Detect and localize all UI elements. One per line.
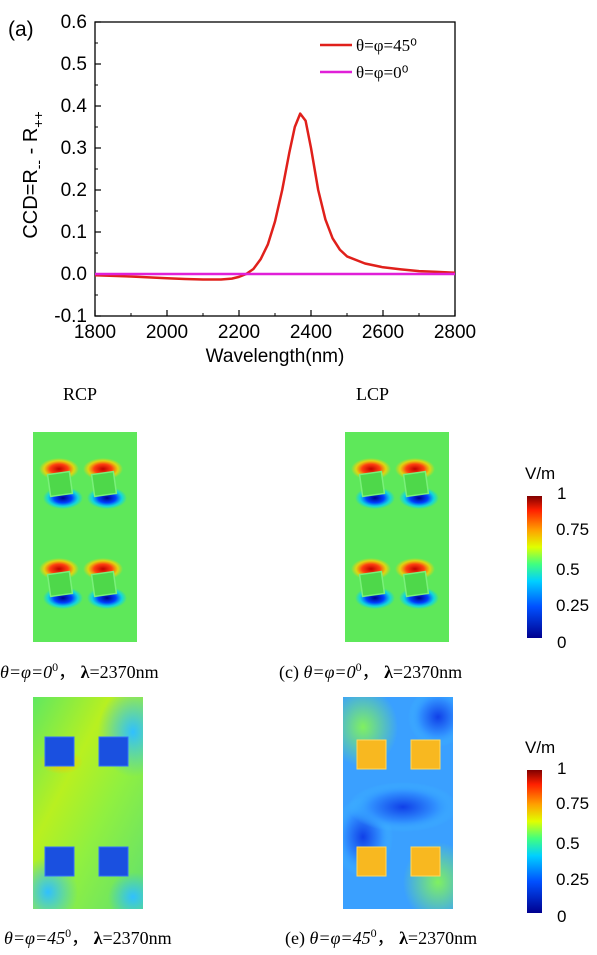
ccd-chart: 1800 2000 2200 2400 2600 2800 -0.1 0.0 0.1 0.2 0.3… [8,12,476,367]
rcp-header: RCP [63,384,98,404]
field-map-rcp-45 [33,697,143,909]
rcp-unit-top [39,458,127,509]
y-tick-label: 0.4 [61,96,88,117]
lcp-header: LCP [356,384,390,404]
field-map-rcp-0 [33,432,137,642]
colorbar-unit-bottom: V/m [525,738,556,757]
x-tick-label: 2200 [218,322,260,343]
lcp-unit-top [351,458,439,509]
y-tick-label: 0.3 [61,138,87,159]
x-axis-label: Wavelength(nm) [206,346,345,367]
colorbar-bottom [527,770,542,913]
field-map-lcp-0 [345,432,449,642]
colorbar-top-tick-0: 1 [557,484,567,503]
series-line-0 [94,112,456,281]
colorbar-bottom-tick-1: 0.75 [556,794,590,813]
legend-label-0: θ=φ=45⁰ [356,36,417,55]
x-tick-label: 1800 [74,322,116,343]
rcp-unit-bottom [39,558,127,609]
y-tick-label: 0.1 [61,222,87,243]
x-tick-label: 2000 [146,322,188,343]
colorbar-top-tick-1: 0.75 [556,520,590,539]
colorbar-bottom-tick-2: 0.5 [556,834,580,853]
legend-label-1: θ=φ=0⁰ [356,63,409,82]
y-tick-label: 0.0 [61,264,87,285]
y-tick-label: 0.2 [61,180,87,201]
y-tick-label: -0.1 [54,306,87,327]
y-tick-label: 0.5 [61,54,87,75]
y-axis-label: CCD=R-- - R++ [20,111,46,238]
colorbar-unit-top: V/m [525,464,556,483]
x-tick-label: 2800 [434,322,476,343]
y-tick-label: 0.6 [61,12,87,33]
lcp-unit-bottom [351,558,439,609]
colorbar-top-tick-2: 0.5 [556,560,580,579]
x-tick-label: 2400 [290,322,332,343]
panel-label-a: (a) [8,18,34,41]
colorbar-bottom-tick-3: 0.25 [556,870,590,889]
colorbar-top-tick-4: 0 [557,633,567,652]
colorbar-top [527,496,542,638]
x-tick-label: 2600 [362,322,404,343]
field-map-lcp-45 [343,697,453,909]
caption-b: θ=φ=00， λ=2370nm [0,660,159,682]
colorbar-bottom-tick-0: 1 [557,759,567,778]
caption-d: θ=φ=450， λ=2370nm [4,926,172,948]
caption-c: (c) θ=φ=00， λ=2370nm [279,660,463,682]
caption-e: (e) θ=φ=450， λ=2370nm [285,926,478,948]
colorbar-top-tick-3: 0.25 [556,596,590,615]
colorbar-bottom-tick-4: 0 [557,907,567,926]
